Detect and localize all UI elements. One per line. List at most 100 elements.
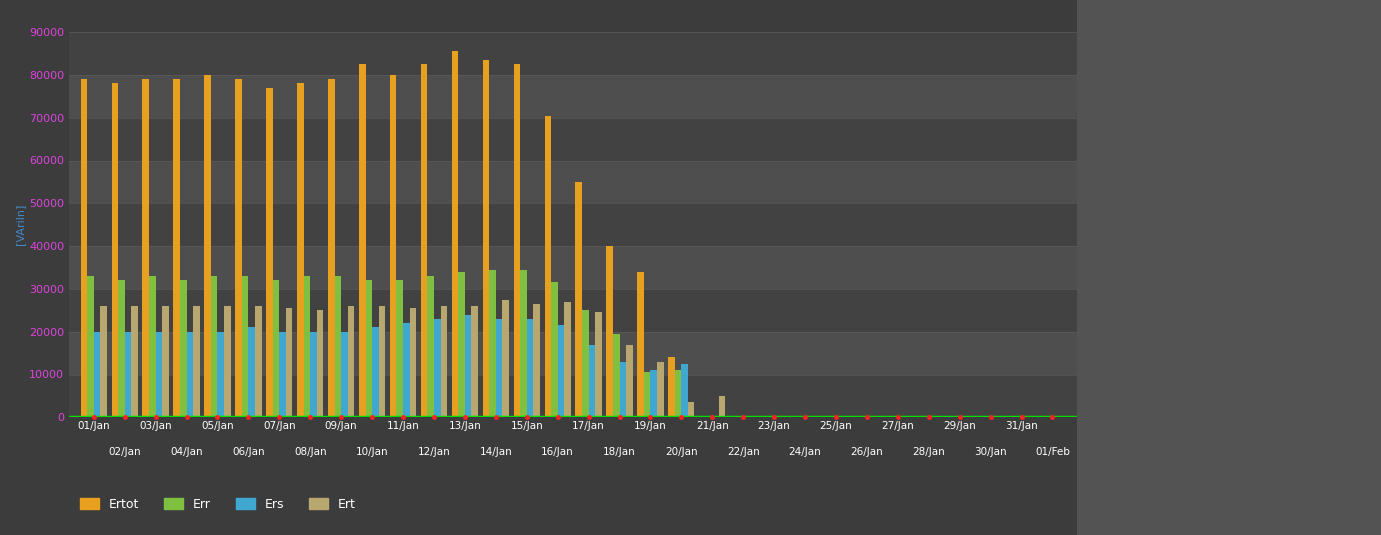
- Legend: Ertot, Err, Ers, Ert: Ertot, Err, Ers, Ert: [76, 493, 360, 516]
- Bar: [69, 374, 1077, 417]
- Bar: [87, 276, 94, 417]
- Text: 01/Feb: 01/Feb: [1034, 447, 1070, 457]
- Bar: [410, 308, 416, 417]
- Text: 04/Jan: 04/Jan: [170, 447, 203, 457]
- Bar: [620, 362, 626, 417]
- Text: 24/Jan: 24/Jan: [789, 447, 822, 457]
- Bar: [581, 310, 588, 417]
- Bar: [427, 276, 434, 417]
- Text: 06/Jan: 06/Jan: [232, 447, 265, 457]
- Bar: [94, 332, 101, 417]
- Text: 02/Jan: 02/Jan: [108, 447, 141, 457]
- Bar: [434, 319, 441, 417]
- Text: 18/Jan: 18/Jan: [603, 447, 635, 457]
- Bar: [334, 276, 341, 417]
- Bar: [521, 270, 526, 417]
- Bar: [613, 334, 620, 417]
- Bar: [119, 280, 124, 417]
- Text: 26/Jan: 26/Jan: [851, 447, 884, 457]
- Bar: [69, 75, 1077, 118]
- Bar: [193, 306, 200, 417]
- Bar: [576, 182, 581, 417]
- Bar: [286, 308, 293, 417]
- Bar: [329, 79, 334, 417]
- Bar: [452, 51, 458, 417]
- Bar: [644, 372, 650, 417]
- Bar: [297, 83, 304, 417]
- Bar: [396, 280, 403, 417]
- Bar: [668, 357, 675, 417]
- Bar: [186, 332, 193, 417]
- Bar: [359, 64, 366, 417]
- Bar: [688, 402, 695, 417]
- Bar: [657, 362, 663, 417]
- Bar: [489, 270, 496, 417]
- Bar: [211, 276, 217, 417]
- Bar: [69, 246, 1077, 289]
- Bar: [650, 370, 657, 417]
- Bar: [366, 280, 371, 417]
- Text: 12/Jan: 12/Jan: [417, 447, 450, 457]
- Bar: [69, 118, 1077, 160]
- Bar: [304, 276, 311, 417]
- Bar: [503, 300, 510, 417]
- Bar: [156, 332, 162, 417]
- Bar: [421, 64, 427, 417]
- Bar: [255, 306, 261, 417]
- Bar: [595, 312, 602, 417]
- Bar: [626, 345, 632, 417]
- Bar: [565, 302, 570, 417]
- Bar: [80, 79, 87, 417]
- Bar: [471, 306, 478, 417]
- Bar: [235, 79, 242, 417]
- Bar: [311, 332, 316, 417]
- Bar: [124, 332, 131, 417]
- Bar: [279, 332, 286, 417]
- Bar: [389, 75, 396, 417]
- Bar: [162, 306, 168, 417]
- Text: 22/Jan: 22/Jan: [726, 447, 760, 457]
- Bar: [514, 64, 521, 417]
- Bar: [496, 319, 503, 417]
- Bar: [267, 88, 273, 417]
- Bar: [142, 79, 149, 417]
- Bar: [69, 332, 1077, 374]
- Bar: [637, 272, 644, 417]
- Text: 08/Jan: 08/Jan: [294, 447, 326, 457]
- Bar: [371, 327, 378, 417]
- Bar: [69, 160, 1077, 203]
- Bar: [588, 345, 595, 417]
- Bar: [217, 332, 224, 417]
- Text: 16/Jan: 16/Jan: [541, 447, 574, 457]
- Bar: [675, 370, 681, 417]
- Bar: [551, 282, 558, 417]
- Bar: [131, 306, 138, 417]
- Text: 30/Jan: 30/Jan: [974, 447, 1007, 457]
- Bar: [242, 276, 249, 417]
- Bar: [316, 310, 323, 417]
- Bar: [204, 75, 211, 417]
- Bar: [101, 306, 106, 417]
- Bar: [558, 325, 565, 417]
- Bar: [403, 323, 410, 417]
- Bar: [720, 396, 725, 417]
- Bar: [458, 272, 465, 417]
- Bar: [465, 315, 471, 417]
- Text: 20/Jan: 20/Jan: [666, 447, 697, 457]
- Text: 14/Jan: 14/Jan: [479, 447, 512, 457]
- Bar: [441, 306, 447, 417]
- Bar: [69, 32, 1077, 75]
- Bar: [224, 306, 231, 417]
- Bar: [526, 319, 533, 417]
- Bar: [681, 364, 688, 417]
- Y-axis label: [VAriln]: [VAriln]: [15, 204, 25, 246]
- Bar: [112, 83, 119, 417]
- Bar: [174, 79, 180, 417]
- Bar: [378, 306, 385, 417]
- Bar: [341, 332, 348, 417]
- Bar: [606, 246, 613, 417]
- Bar: [180, 280, 186, 417]
- Bar: [149, 276, 156, 417]
- Bar: [249, 327, 255, 417]
- Bar: [69, 203, 1077, 246]
